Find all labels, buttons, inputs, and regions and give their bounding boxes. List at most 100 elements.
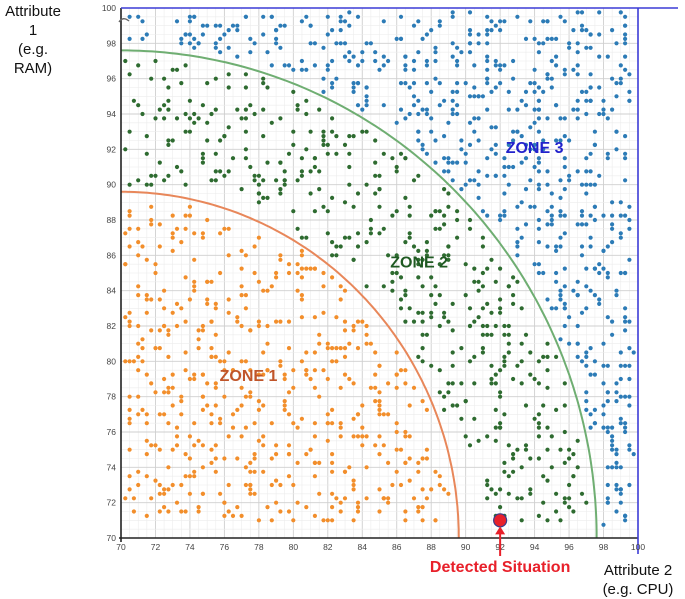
data-point-zone-3 <box>351 54 356 59</box>
data-point-zone-2 <box>442 253 447 258</box>
x-tick-label: 90 <box>461 542 471 552</box>
data-point-zone-1 <box>149 443 154 448</box>
data-point-zone-1 <box>183 509 188 514</box>
data-point-zone-2 <box>523 447 529 452</box>
data-point-zone-2 <box>502 323 507 329</box>
data-point-zone-2 <box>455 209 460 214</box>
data-point-zone-2 <box>342 142 348 147</box>
data-point-zone-3 <box>485 28 490 33</box>
data-point-zone-3 <box>614 293 619 298</box>
data-point-zone-1 <box>252 421 257 426</box>
data-point-zone-1 <box>295 425 300 430</box>
data-point-zone-3 <box>411 81 417 86</box>
data-point-zone-1 <box>162 376 167 382</box>
data-point-zone-3 <box>420 36 425 42</box>
data-point-zone-2 <box>437 262 442 267</box>
data-point-zone-2 <box>338 244 343 249</box>
data-point-zone-1 <box>312 385 317 390</box>
data-point-zone-1 <box>230 368 236 373</box>
data-point-zone-1 <box>377 407 382 412</box>
data-point-zone-2 <box>295 226 300 231</box>
data-point-zone-1 <box>364 496 369 501</box>
data-point-zone-3 <box>472 129 477 134</box>
data-point-zone-3 <box>584 45 589 50</box>
data-point-zone-2 <box>226 72 231 77</box>
data-point-zone-2 <box>489 381 494 386</box>
data-point-zone-1 <box>226 434 231 439</box>
data-point-zone-3 <box>446 156 451 161</box>
data-point-zone-1 <box>403 381 408 386</box>
data-point-zone-1 <box>252 244 257 249</box>
data-point-zone-1 <box>243 253 248 258</box>
data-point-zone-2 <box>485 266 490 271</box>
data-point-zone-3 <box>618 235 623 240</box>
data-point-zone-1 <box>291 368 296 373</box>
data-point-zone-2 <box>386 253 391 258</box>
data-point-zone-2 <box>377 187 382 192</box>
data-point-zone-1 <box>209 319 214 324</box>
data-point-zone-3 <box>558 337 563 342</box>
data-point-zone-3 <box>373 50 378 55</box>
data-point-zone-3 <box>450 54 455 59</box>
data-point-zone-1 <box>144 293 149 298</box>
data-point-zone-1 <box>157 412 162 417</box>
data-point-zone-2 <box>299 156 304 161</box>
x-tick-label: 76 <box>220 542 230 552</box>
data-point-zone-1 <box>252 456 257 461</box>
data-point-zone-2 <box>467 443 473 448</box>
data-point-zone-3 <box>601 412 606 417</box>
data-point-zone-2 <box>429 275 434 280</box>
data-point-zone-3 <box>562 116 567 121</box>
data-point-zone-2 <box>575 438 580 443</box>
data-point-zone-1 <box>274 452 279 457</box>
data-point-zone-1 <box>274 319 279 324</box>
data-point-zone-1 <box>312 434 317 439</box>
data-point-zone-3 <box>450 10 455 15</box>
data-point-zone-3 <box>485 156 490 161</box>
data-point-zone-2 <box>209 111 214 117</box>
data-point-zone-1 <box>299 416 304 421</box>
data-point-zone-3 <box>459 187 464 192</box>
data-point-zone-2 <box>528 487 533 492</box>
data-point-zone-1 <box>149 297 154 302</box>
data-point-zone-3 <box>558 209 563 214</box>
data-point-zone-3 <box>567 315 572 320</box>
data-point-zone-3 <box>584 350 589 355</box>
data-point-zone-3 <box>381 63 386 68</box>
data-point-zone-2 <box>489 487 494 492</box>
data-point-zone-2 <box>498 505 503 510</box>
data-point-zone-2 <box>420 359 425 364</box>
data-point-zone-1 <box>248 328 253 333</box>
data-point-zone-3 <box>575 72 580 77</box>
data-point-zone-2 <box>554 407 559 412</box>
data-point-zone-1 <box>166 328 171 333</box>
data-point-zone-2 <box>498 390 503 395</box>
data-point-zone-3 <box>476 182 481 187</box>
data-point-zone-1 <box>157 297 162 302</box>
data-point-zone-1 <box>166 421 171 426</box>
data-point-zone-1 <box>248 368 253 373</box>
data-point-zone-3 <box>605 399 610 404</box>
data-point-zone-3 <box>502 63 507 68</box>
y-tick-label: 80 <box>107 356 117 366</box>
data-point-zone-3 <box>558 235 563 240</box>
data-point-zone-1 <box>235 319 240 324</box>
data-point-zone-2 <box>187 98 192 103</box>
data-point-zone-2 <box>450 381 455 386</box>
data-point-zone-3 <box>532 107 537 112</box>
data-point-zone-2 <box>407 235 412 240</box>
data-point-zone-3 <box>472 63 477 68</box>
data-point-zone-3 <box>623 14 628 19</box>
data-point-zone-2 <box>446 244 451 249</box>
data-point-zone-2 <box>489 310 494 315</box>
data-point-zone-2 <box>455 235 460 240</box>
data-point-zone-1 <box>351 434 356 439</box>
data-point-zone-3 <box>549 217 554 223</box>
data-point-zone-1 <box>248 460 253 465</box>
data-point-zone-2 <box>519 341 524 346</box>
data-point-zone-1 <box>420 487 425 492</box>
data-point-zone-3 <box>502 156 507 161</box>
data-point-zone-2 <box>506 332 511 337</box>
data-point-zone-3 <box>476 32 481 37</box>
data-point-zone-2 <box>407 204 412 209</box>
